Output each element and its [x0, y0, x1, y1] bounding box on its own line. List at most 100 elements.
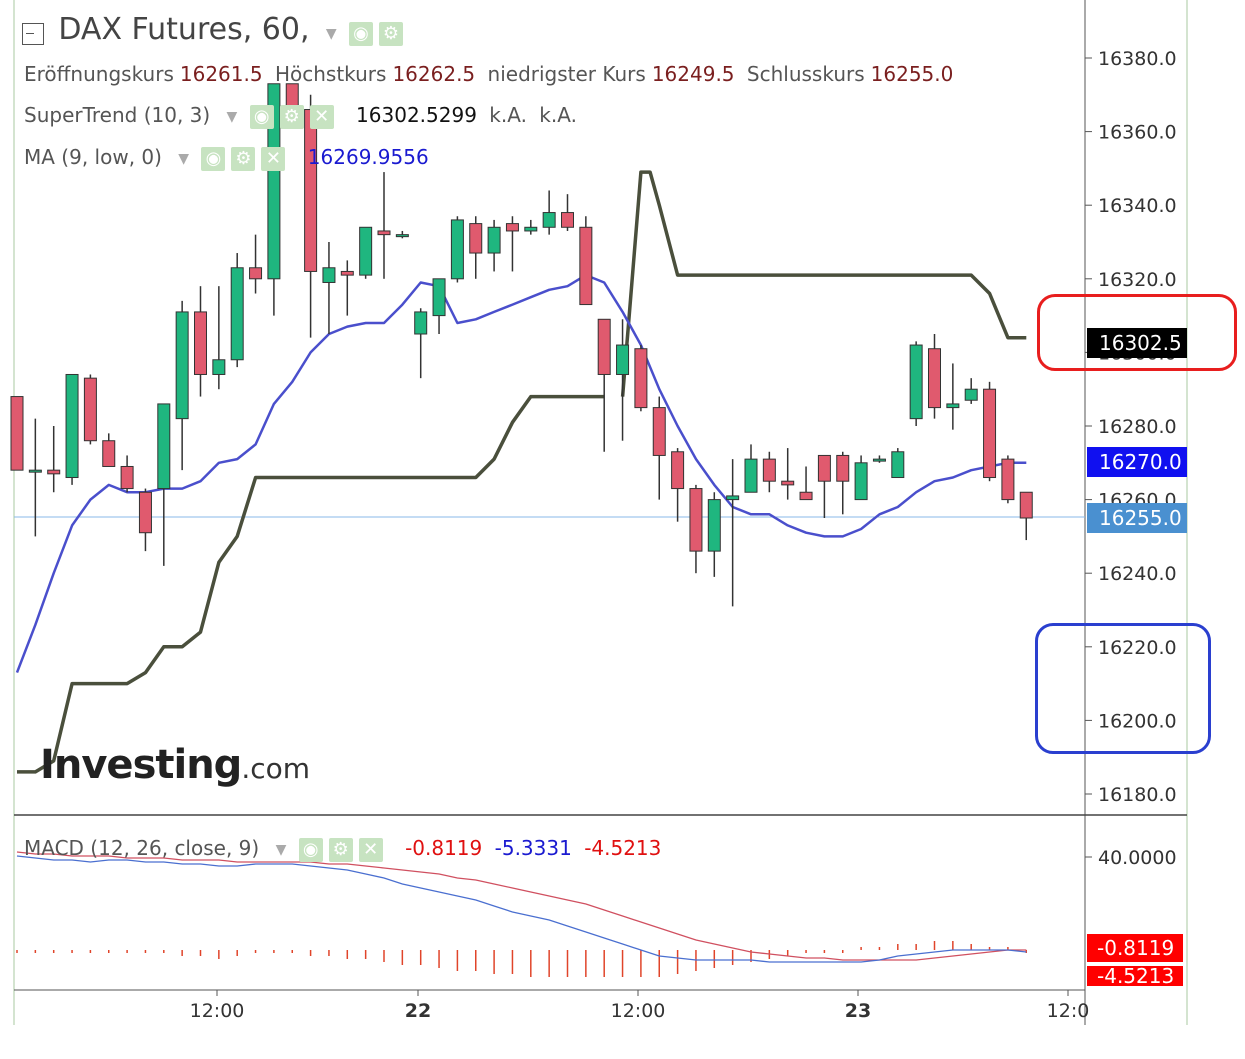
candle-body [65, 373, 79, 479]
chevron-down-icon[interactable]: ▼ [325, 25, 337, 42]
chart-title: DAX Futures, 60, [58, 12, 310, 47]
gear-icon[interactable]: ⚙ [328, 837, 353, 862]
candle-body [157, 403, 171, 490]
candle-body [671, 451, 685, 490]
close-icon[interactable]: ✕ [358, 837, 383, 862]
low-label: niedrigster Kurs [487, 62, 646, 86]
supertrend-extra2: k.A. [539, 103, 577, 127]
eye-icon[interactable]: ◉ [298, 837, 323, 862]
candle-body [304, 109, 318, 272]
ma-legend: MA (9, low, 0) ▼ ◉ ⚙ ✕ 16269.9556 [24, 145, 435, 171]
candle-body [524, 226, 538, 232]
candle-body [689, 488, 703, 552]
candle-body [854, 462, 868, 501]
candle-body [1019, 491, 1033, 519]
macd-label[interactable]: MACD (12, 26, close, 9) [24, 836, 260, 860]
supertrend-extra1: k.A. [489, 103, 527, 127]
candle-body [891, 451, 905, 479]
eye-icon[interactable]: ◉ [349, 21, 373, 46]
candle-body [652, 407, 666, 456]
candle-body [469, 223, 483, 254]
gear-icon[interactable]: ⚙ [379, 21, 403, 46]
candle-body [707, 499, 721, 552]
candle-body [10, 396, 24, 471]
candle-body [799, 491, 813, 501]
eye-icon[interactable]: ◉ [201, 146, 226, 171]
chevron-down-icon[interactable]: ▼ [178, 150, 190, 167]
gear-icon[interactable]: ⚙ [279, 104, 304, 129]
candle-body [28, 469, 42, 473]
candle-body [47, 469, 61, 475]
candle-body [616, 344, 630, 375]
chevron-down-icon[interactable]: ▼ [275, 841, 287, 858]
macd-price-tag: -0.8119 [1087, 934, 1183, 962]
candle-body [983, 388, 997, 479]
candle-body [744, 458, 758, 493]
candle-body [872, 458, 886, 462]
candle-body [928, 348, 941, 409]
candle-body [432, 278, 446, 317]
candle-body [505, 223, 519, 232]
candle-body [138, 491, 152, 534]
supertrend-value: 16302.5299 [356, 103, 477, 127]
last-price-tag: 16255.0 [1087, 503, 1187, 533]
y-tick-label: 16380.0 [1098, 48, 1177, 70]
candle-body [946, 403, 960, 409]
supertrend-up-line [17, 394, 605, 774]
candle-body [230, 267, 244, 361]
y-tick-label: 16180.0 [1098, 784, 1177, 806]
candle-body [817, 454, 831, 482]
high-value: 16262.5 [392, 62, 476, 86]
close-icon[interactable]: ✕ [309, 104, 334, 129]
macd-signal-value: -5.3331 [494, 836, 572, 860]
macd-line [16, 855, 1027, 963]
candle-body [487, 226, 501, 254]
candle-body [542, 212, 556, 228]
candle-body [175, 311, 189, 420]
close-icon[interactable]: ✕ [261, 146, 286, 171]
macd-signal-line [16, 851, 1027, 961]
supertrend-label[interactable]: SuperTrend (10, 3) [24, 103, 211, 127]
candle-body [120, 465, 134, 490]
ma-line [15, 273, 1027, 674]
candle-body [450, 219, 464, 280]
red-highlight-box [1037, 294, 1237, 371]
collapse-icon[interactable] [22, 22, 44, 45]
ma-price-tag: 16270.0 [1087, 447, 1187, 477]
open-value: 16261.5 [179, 62, 263, 86]
y-tick-label: 16320.0 [1098, 269, 1177, 291]
chevron-down-icon[interactable]: ▼ [226, 108, 238, 125]
candle-body [395, 234, 409, 238]
eye-icon[interactable]: ◉ [249, 104, 274, 129]
supertrend-price-tag: 16302.5 [1087, 328, 1187, 358]
candle-body [726, 495, 740, 501]
candle-body [377, 230, 391, 236]
candle-body [964, 388, 978, 401]
candle-body [102, 440, 116, 467]
x-tick-label: 12:00 [611, 1000, 666, 1022]
candle-body [909, 344, 923, 420]
candle-body [1001, 458, 1015, 501]
candle-body [359, 226, 373, 276]
ohlc-row: Eröffnungskurs 16261.5 Höchstkurs 16262.5 … [24, 62, 959, 86]
candle-body [414, 311, 428, 335]
candle-body [836, 454, 850, 482]
x-tick-label: 12:00 [190, 1000, 245, 1022]
macd-hist-value: -4.5213 [584, 836, 662, 860]
high-label: Höchstkurs [274, 62, 387, 86]
investing-logo: Investing.com [40, 742, 311, 788]
candle-body [212, 359, 226, 375]
gear-icon[interactable]: ⚙ [231, 146, 256, 171]
candle-body [249, 267, 263, 280]
candle-body [762, 458, 776, 482]
ma-label[interactable]: MA (9, low, 0) [24, 145, 162, 169]
supertrend-legend: SuperTrend (10, 3) ▼ ◉ ⚙ ✕ 16302.5299 k.A.… [24, 103, 583, 129]
y-tick-label: 16360.0 [1098, 122, 1177, 144]
candle-body [194, 311, 207, 375]
low-value: 16249.5 [651, 62, 735, 86]
candle-body [781, 480, 795, 486]
close-value: 16255.0 [870, 62, 954, 86]
y-tick-label: 16280.0 [1098, 416, 1177, 438]
